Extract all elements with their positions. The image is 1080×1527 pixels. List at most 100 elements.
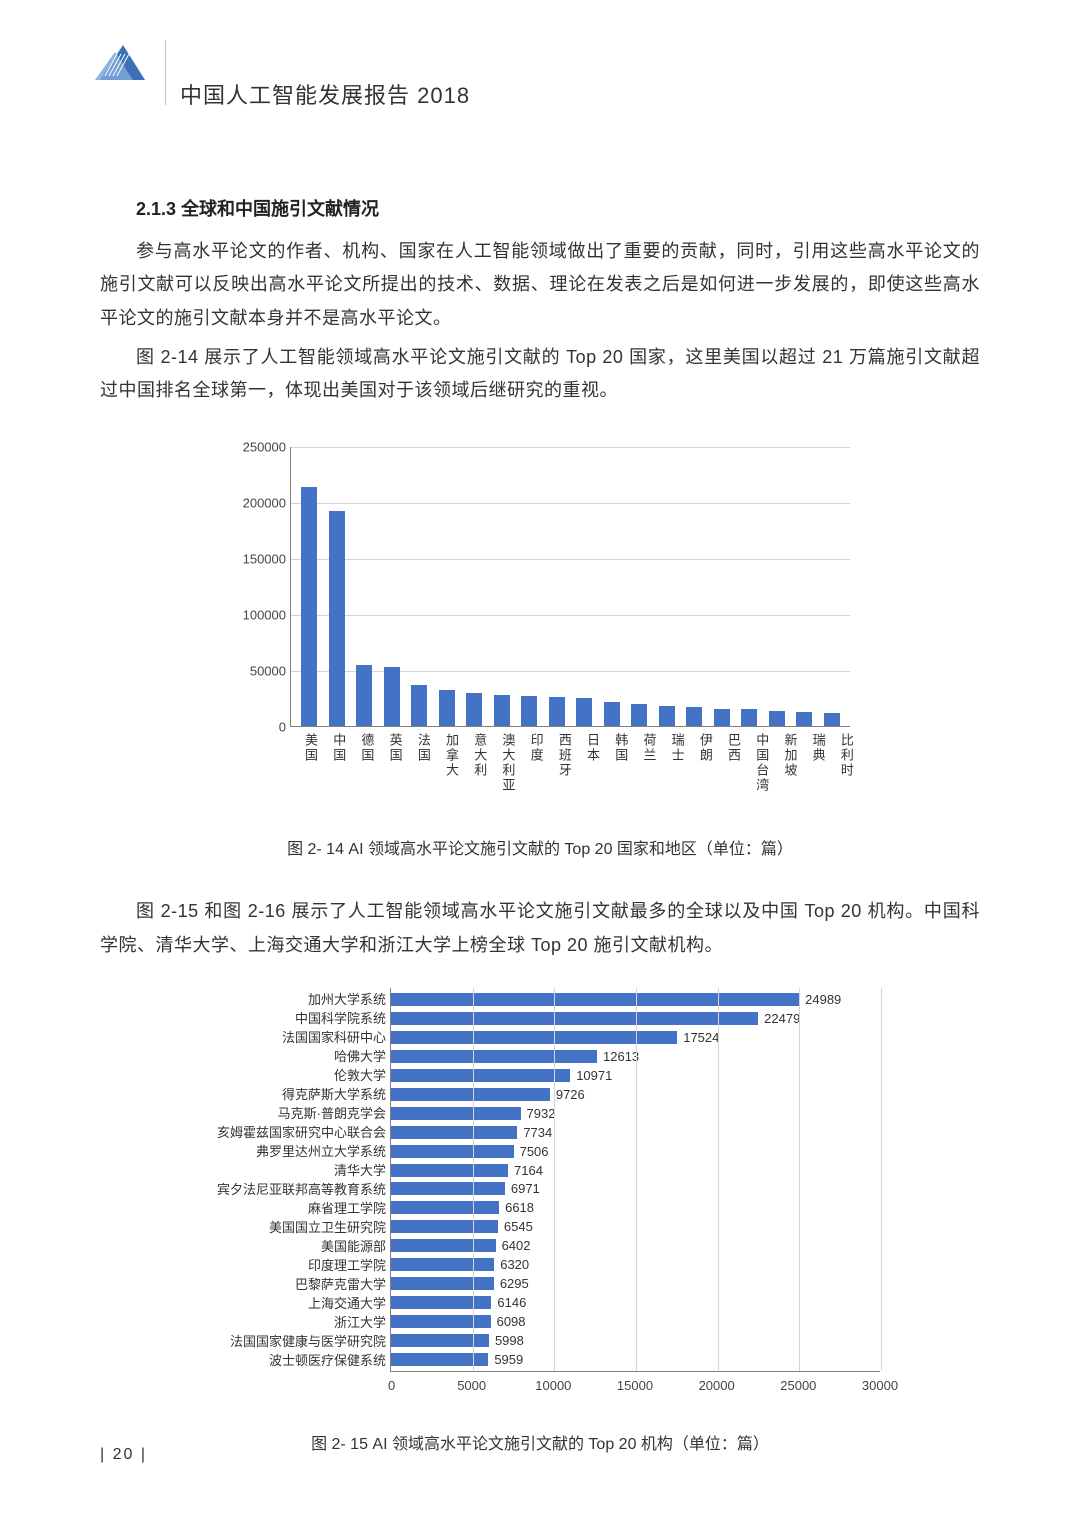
chart1-ytick: 100000 <box>243 608 286 623</box>
chart2-xtick: 20000 <box>699 1378 735 1393</box>
chart2-bar <box>391 1012 758 1025</box>
chart1-plot <box>290 447 850 727</box>
chart1-bar <box>325 511 349 726</box>
chart2-bar <box>391 1050 597 1063</box>
figure-2-15: 加州大学系统中国科学院系统法国国家科研中心哈佛大学伦敦大学得克萨斯大学系统马克斯… <box>100 982 980 1454</box>
paragraph-2: 图 2-14 展示了人工智能领域高水平论文施引文献的 Top 20 国家，这里美… <box>100 341 980 408</box>
header-divider <box>165 40 166 105</box>
chart2-bar <box>391 1220 498 1233</box>
chart1-category: 印度 <box>522 733 546 793</box>
chart1-bar <box>380 667 404 726</box>
chart1-category: 伊朗 <box>691 733 715 793</box>
chart2-value: 7734 <box>523 1125 552 1140</box>
page: 中国人工智能发展报告 2018 2.1.3 全球和中国施引文献情况 参与高水平论… <box>0 0 1080 1512</box>
chart1-vertical-bar: 美国中国德国英国法国加拿大意大利澳大利亚印度西班牙日本韩国荷兰瑞士伊朗巴西中国台… <box>210 437 870 817</box>
paragraph-3: 图 2-15 和图 2-16 展示了人工智能领域高水平论文施引文献最多的全球以及… <box>100 895 980 962</box>
chart1-ytick: 250000 <box>243 440 286 455</box>
chart2-label: 伦敦大学 <box>180 1068 386 1083</box>
chart2-label: 美国国立卫生研究院 <box>180 1220 386 1235</box>
chart2-label: 波士顿医疗保健系统 <box>180 1353 386 1368</box>
chart2-value: 10971 <box>576 1068 612 1083</box>
chart2-bar <box>391 1334 489 1347</box>
chart2-bar <box>391 1201 499 1214</box>
figure-2-14-caption: 图 2- 14 AI 领域高水平论文施引文献的 Top 20 国家和地区（单位：… <box>100 835 980 859</box>
chart2-gridline <box>881 988 882 1371</box>
chart1-category: 澳大利亚 <box>493 733 517 793</box>
chart1-bar <box>572 698 596 726</box>
chart2-gridline <box>554 988 555 1371</box>
chart2-label: 清华大学 <box>180 1163 386 1178</box>
chart1-category: 韩国 <box>606 733 630 793</box>
chart2-gridline <box>799 988 800 1371</box>
figure-2-15-caption: 图 2- 15 AI 领域高水平论文施引文献的 Top 20 机构（单位：篇） <box>100 1430 980 1454</box>
section-title-text: 全球和中国施引文献情况 <box>181 199 379 219</box>
chart1-category: 瑞士 <box>663 733 687 793</box>
chart2-bar <box>391 1126 517 1139</box>
chart1-bar <box>407 685 431 726</box>
chart2-label: 中国科学院系统 <box>180 1011 386 1026</box>
chart1-bar <box>545 697 569 726</box>
chart2-bar <box>391 1164 508 1177</box>
chart1-category: 法国 <box>409 733 433 793</box>
chart2-value: 7506 <box>520 1144 549 1159</box>
logo-icon <box>95 40 145 89</box>
chart2-label: 宾夕法尼亚联邦高等教育系统 <box>180 1182 386 1197</box>
chart1-ytick: 200000 <box>243 496 286 511</box>
chart1-bar <box>792 712 816 727</box>
chart2-bar <box>391 1296 491 1309</box>
chart2-label: 法国国家健康与医学研究院 <box>180 1334 386 1349</box>
chart1-ytick: 150000 <box>243 552 286 567</box>
section-number: 2.1.3 <box>136 199 176 219</box>
chart1-bar <box>820 713 844 726</box>
chart2-label: 法国国家科研中心 <box>180 1030 386 1045</box>
chart1-category: 西班牙 <box>550 733 574 793</box>
chart2-value: 5998 <box>495 1333 524 1348</box>
chart2-bar <box>391 1088 550 1101</box>
chart1-category: 巴西 <box>719 733 743 793</box>
chart2-bar <box>391 1107 521 1120</box>
chart2-bar <box>391 1182 505 1195</box>
chart2-gridline <box>636 988 637 1371</box>
chart1-category: 日本 <box>578 733 602 793</box>
chart2-bar <box>391 993 799 1006</box>
chart1-category: 瑞典 <box>804 733 828 793</box>
paragraph-1: 参与高水平论文的作者、机构、国家在人工智能领域做出了重要的贡献，同时，引用这些高… <box>100 235 980 335</box>
chart1-bar <box>490 695 514 726</box>
chart1-category: 意大利 <box>465 733 489 793</box>
chart2-xtick: 30000 <box>862 1378 898 1393</box>
chart1-bar <box>462 693 486 727</box>
chart1-bar <box>765 711 789 727</box>
chart1-ytick: 0 <box>279 720 286 735</box>
chart2-label: 亥姆霍兹国家研究中心联合会 <box>180 1125 386 1140</box>
chart1-bar <box>600 702 624 727</box>
chart2-label: 巴黎萨克雷大学 <box>180 1277 386 1292</box>
section-heading: 2.1.3 全球和中国施引文献情况 <box>100 195 980 221</box>
content-area: 2.1.3 全球和中国施引文献情况 参与高水平论文的作者、机构、国家在人工智能领… <box>100 195 980 1454</box>
chart2-label: 上海交通大学 <box>180 1296 386 1311</box>
chart2-label: 弗罗里达州立大学系统 <box>180 1144 386 1159</box>
chart1-category: 加拿大 <box>437 733 461 793</box>
page-number: | 20 | <box>100 1446 147 1464</box>
chart2-gridline <box>473 988 474 1371</box>
chart2-value: 6402 <box>502 1238 531 1253</box>
chart2-value: 12613 <box>603 1049 639 1064</box>
chart2-bar <box>391 1353 488 1366</box>
chart1-category: 中国 <box>324 733 348 793</box>
chart2-xtick: 0 <box>388 1378 395 1393</box>
chart2-value: 6545 <box>504 1219 533 1234</box>
chart1-bar <box>435 690 459 727</box>
chart1-category: 比利时 <box>832 733 856 793</box>
chart2-bar <box>391 1277 494 1290</box>
chart2-value: 22479 <box>764 1011 800 1026</box>
chart2-horizontal-bar: 加州大学系统中国科学院系统法国国家科研中心哈佛大学伦敦大学得克萨斯大学系统马克斯… <box>180 982 900 1412</box>
chart1-bar <box>627 704 651 726</box>
figure-2-14: 美国中国德国英国法国加拿大意大利澳大利亚印度西班牙日本韩国荷兰瑞士伊朗巴西中国台… <box>100 437 980 859</box>
chart2-bar <box>391 1315 491 1328</box>
chart2-label: 印度理工学院 <box>180 1258 386 1273</box>
chart1-bar <box>710 709 734 727</box>
chart2-value: 6618 <box>505 1200 534 1215</box>
chart1-bar <box>352 665 376 727</box>
chart1-bar <box>737 709 761 727</box>
chart2-xtick: 15000 <box>617 1378 653 1393</box>
chart1-category: 新加坡 <box>775 733 799 793</box>
